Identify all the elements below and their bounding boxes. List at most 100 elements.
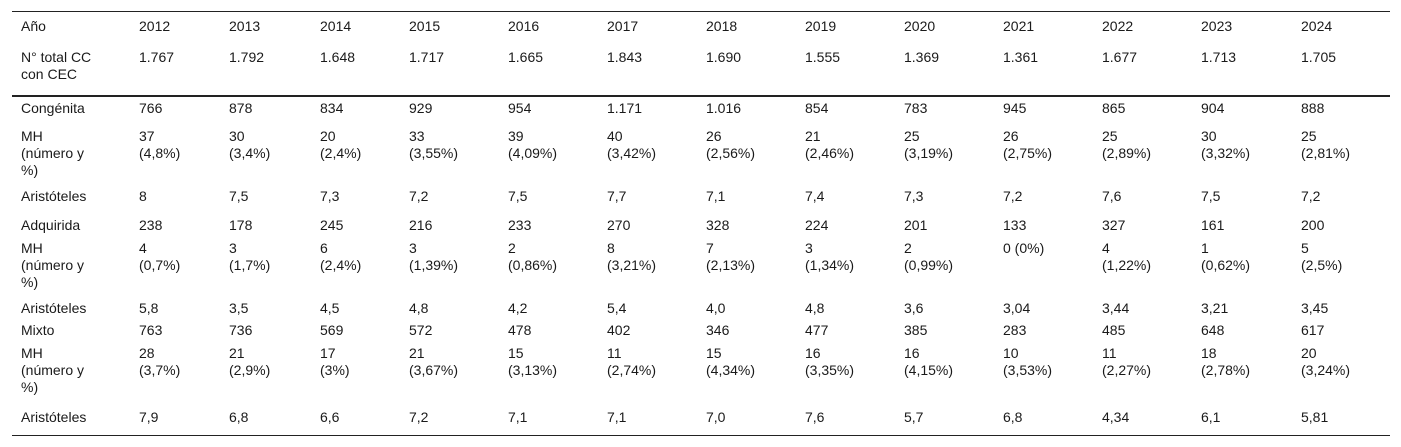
table-cell: 1.016 — [706, 100, 742, 116]
table-cell: 945 — [1003, 100, 1027, 116]
table-cell: 216 — [409, 217, 433, 233]
table-cell: 7,5 — [508, 188, 528, 204]
table-cell: 3,45 — [1301, 300, 1329, 316]
table-cell: 1 (0,62%) — [1201, 240, 1251, 273]
table-cell: 385 — [904, 322, 928, 338]
table-cell: 0 (0%) — [1003, 240, 1045, 256]
table-cell: 766 — [139, 100, 163, 116]
table-cell: 10 (3,53%) — [1003, 345, 1053, 378]
table-cell: 1.705 — [1301, 49, 1337, 65]
table-cell: 201 — [904, 217, 928, 233]
table-cell: 1.792 — [229, 49, 265, 65]
table-cell: 1.665 — [508, 49, 544, 65]
table-cell: 25 (2,81%) — [1301, 128, 1351, 161]
table-cell: 238 — [139, 217, 163, 233]
table-cell: 1.555 — [805, 49, 841, 65]
table-cell: 224 — [805, 217, 829, 233]
table-bottom-rule — [12, 435, 1390, 436]
table-cell: 11 (2,74%) — [607, 345, 657, 378]
table-cell: 18 (2,78%) — [1201, 345, 1251, 378]
table-cell: 328 — [706, 217, 730, 233]
year-header-cell: 2016 — [508, 18, 540, 34]
table-cell: 4 (1,22%) — [1102, 240, 1152, 273]
row-label: Adquirida — [21, 217, 81, 233]
table-cell: 33 (3,55%) — [409, 128, 459, 161]
row-label: N° total CC con CEC — [21, 49, 92, 82]
table-cell: 763 — [139, 322, 163, 338]
table-cell: 1.690 — [706, 49, 742, 65]
table-cell: 477 — [805, 322, 829, 338]
table-cell: 1.717 — [409, 49, 445, 65]
table-cell: 37 (4,8%) — [139, 128, 181, 161]
table-cell: 3,44 — [1102, 300, 1130, 316]
table-cell: 15 (3,13%) — [508, 345, 558, 378]
table-cell: 7,2 — [409, 409, 429, 425]
table-cell: 17 (3%) — [320, 345, 350, 378]
table-cell: 4 (0,7%) — [139, 240, 181, 273]
row-label: Aristóteles — [21, 409, 87, 425]
table-cell: 4,34 — [1102, 409, 1130, 425]
table-cell: 572 — [409, 322, 433, 338]
table-cell: 4,0 — [706, 300, 726, 316]
table-cell: 6,8 — [229, 409, 249, 425]
table-cell: 8 — [139, 188, 147, 204]
table-cell: 929 — [409, 100, 433, 116]
table-cell: 25 (3,19%) — [904, 128, 954, 161]
table-cell: 21 (2,9%) — [229, 345, 271, 378]
table-cell: 4,8 — [409, 300, 429, 316]
table-cell: 7,3 — [320, 188, 340, 204]
table-cell: 3 (1,34%) — [805, 240, 855, 273]
table-cell: 1.767 — [139, 49, 175, 65]
year-header-cell: 2022 — [1102, 18, 1134, 34]
table-cell: 6,6 — [320, 409, 340, 425]
table-cell: 6 (2,4%) — [320, 240, 362, 273]
table-cell: 1.361 — [1003, 49, 1039, 65]
row-label: Mixto — [21, 322, 55, 338]
table-cell: 26 (2,56%) — [706, 128, 756, 161]
table-cell: 283 — [1003, 322, 1027, 338]
table-cell: 485 — [1102, 322, 1126, 338]
table-cell: 569 — [320, 322, 344, 338]
table-cell: 1.843 — [607, 49, 643, 65]
table-cell: 20 (2,4%) — [320, 128, 362, 161]
table-cell: 834 — [320, 100, 344, 116]
table-cell: 865 — [1102, 100, 1126, 116]
table-cell: 878 — [229, 100, 253, 116]
table-cell: 5,4 — [607, 300, 627, 316]
table-cell: 30 (3,32%) — [1201, 128, 1251, 161]
table-cell: 478 — [508, 322, 532, 338]
table-cell: 6,1 — [1201, 409, 1221, 425]
table-top-rule — [12, 11, 1390, 12]
table-cell: 40 (3,42%) — [607, 128, 657, 161]
table-cell: 7,1 — [607, 409, 627, 425]
row-label: Aristóteles — [21, 300, 87, 316]
table-cell: 3 (1,7%) — [229, 240, 271, 273]
table-cell: 7,5 — [1201, 188, 1221, 204]
table-cell: 7,5 — [229, 188, 249, 204]
table-cell: 21 (2,46%) — [805, 128, 855, 161]
table-cell: 7,9 — [139, 409, 159, 425]
table-cell: 2 (0,99%) — [904, 240, 954, 273]
table-cell: 133 — [1003, 217, 1027, 233]
table-cell: 1.171 — [607, 100, 643, 116]
year-header-cell: 2024 — [1301, 18, 1333, 34]
table-cell: 5,81 — [1301, 409, 1329, 425]
table-cell: 7,0 — [706, 409, 726, 425]
table-cell: 346 — [706, 322, 730, 338]
table-cell: 7 (2,13%) — [706, 240, 756, 273]
table-cell: 245 — [320, 217, 344, 233]
table-cell: 4,2 — [508, 300, 528, 316]
row-label: MH (número y %) — [21, 240, 85, 290]
table-cell: 200 — [1301, 217, 1325, 233]
year-header-cell: 2012 — [139, 18, 171, 34]
table-cell: 327 — [1102, 217, 1126, 233]
year-header-cell: 2014 — [320, 18, 352, 34]
year-header-cell: 2023 — [1201, 18, 1233, 34]
table-cell: 402 — [607, 322, 631, 338]
year-header-cell: 2018 — [706, 18, 738, 34]
table-cell: 28 (3,7%) — [139, 345, 181, 378]
table-cell: 3,04 — [1003, 300, 1031, 316]
table-cell: 161 — [1201, 217, 1225, 233]
table-cell: 20 (3,24%) — [1301, 345, 1351, 378]
table-cell: 4,8 — [805, 300, 825, 316]
